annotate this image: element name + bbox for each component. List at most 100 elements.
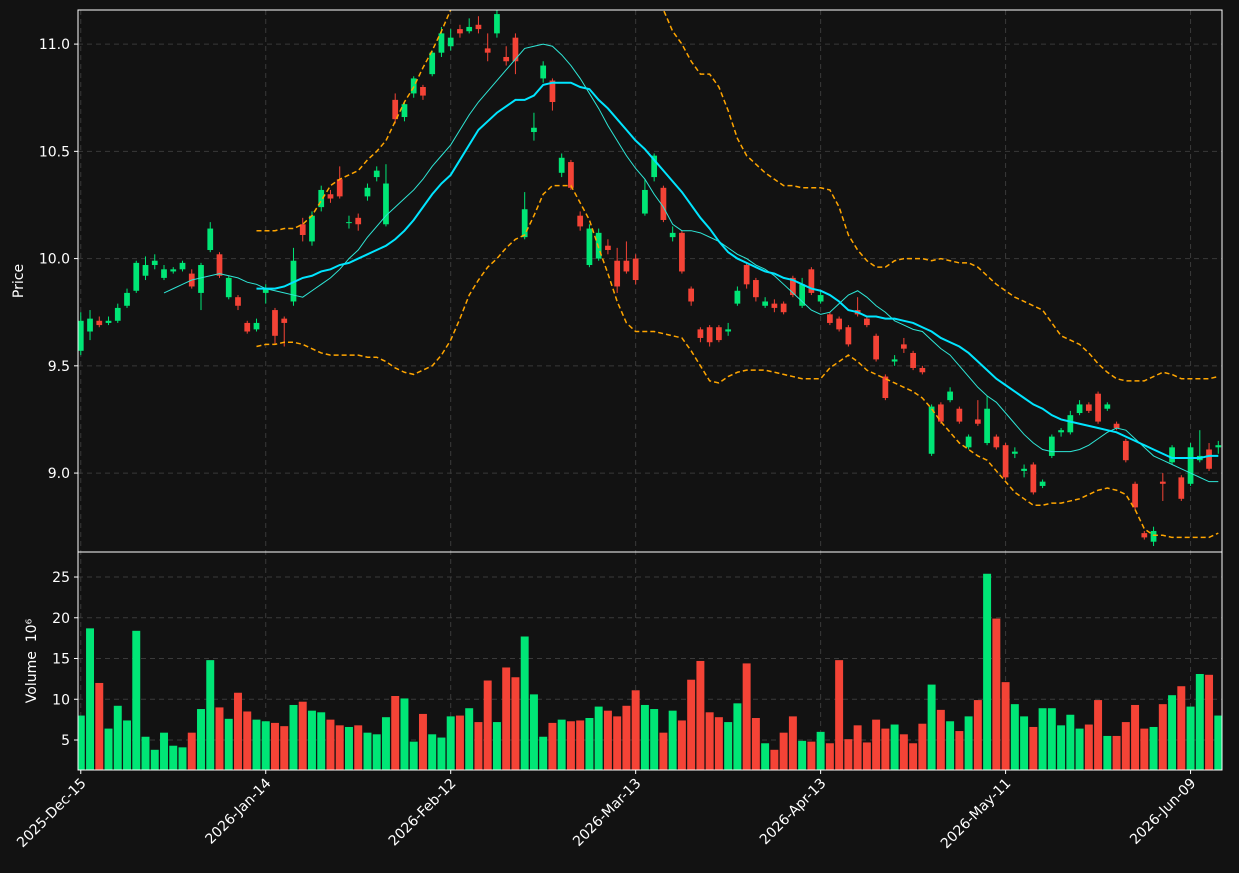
volume-bar bbox=[872, 719, 881, 770]
candle-body bbox=[373, 170, 380, 178]
volume-bar bbox=[594, 706, 603, 770]
volume-bar bbox=[1195, 673, 1204, 770]
candle-body bbox=[688, 288, 695, 302]
volume-bar bbox=[742, 663, 751, 770]
volume-bar bbox=[418, 713, 427, 770]
volume-bar bbox=[640, 704, 649, 770]
volume-bar bbox=[187, 732, 196, 770]
candle-body bbox=[1122, 440, 1129, 461]
candle-body bbox=[105, 320, 112, 323]
volume-bar bbox=[381, 717, 390, 770]
volume-bar bbox=[1158, 704, 1167, 770]
candle-body bbox=[281, 318, 288, 323]
candle-body bbox=[1058, 430, 1064, 433]
volume-bar bbox=[169, 745, 178, 770]
candle-body bbox=[873, 335, 879, 360]
volume-bar bbox=[428, 734, 437, 770]
candle-body bbox=[577, 215, 584, 227]
candle-body bbox=[318, 189, 325, 208]
volume-bar bbox=[539, 736, 548, 770]
candle-body bbox=[891, 359, 898, 362]
volume-bar bbox=[78, 715, 85, 770]
candle-body bbox=[438, 33, 445, 53]
volume-bar bbox=[86, 628, 94, 770]
volume-bar bbox=[354, 725, 363, 770]
volume-bar bbox=[687, 679, 696, 770]
candle-body bbox=[956, 408, 963, 422]
candle-body bbox=[937, 404, 944, 422]
volume-bar bbox=[585, 718, 594, 770]
candle-body bbox=[475, 24, 482, 30]
candle-body bbox=[78, 320, 84, 351]
candle-body bbox=[327, 194, 334, 199]
candle-body bbox=[845, 327, 852, 345]
candle-body bbox=[882, 376, 889, 399]
candle-body bbox=[947, 391, 953, 401]
candle-body bbox=[734, 290, 741, 304]
candle-body bbox=[993, 436, 1000, 448]
candle-body bbox=[364, 187, 371, 197]
candle-body bbox=[410, 78, 417, 94]
volume-frame bbox=[77, 551, 1223, 771]
volume-bar bbox=[696, 660, 705, 770]
overlay-line bbox=[256, 184, 1219, 539]
volume-bar bbox=[622, 705, 631, 770]
volume-bar bbox=[714, 717, 723, 770]
candle-body bbox=[494, 14, 500, 34]
y-tick-label: 10.5 bbox=[39, 144, 70, 160]
candle-body bbox=[531, 127, 537, 133]
volume-bar bbox=[1149, 726, 1158, 770]
candle-body bbox=[900, 344, 907, 349]
volume-bar bbox=[234, 692, 242, 770]
volume-bar bbox=[520, 636, 529, 770]
volume-bar bbox=[909, 743, 918, 770]
volume-bar bbox=[511, 677, 520, 770]
candle-body bbox=[1085, 404, 1092, 411]
candle-body bbox=[753, 280, 759, 298]
volume-bar bbox=[724, 722, 733, 770]
candle-body bbox=[1150, 530, 1157, 542]
volume-bar bbox=[1121, 722, 1130, 770]
volume-bar bbox=[603, 710, 612, 770]
candle-body bbox=[1076, 404, 1083, 414]
volume-bar bbox=[363, 732, 372, 770]
volume-bar bbox=[437, 737, 446, 770]
candle-body bbox=[170, 269, 177, 272]
volume-bar bbox=[631, 690, 640, 770]
volume-bar bbox=[733, 703, 742, 770]
volume-bar bbox=[807, 741, 816, 770]
candle-body bbox=[817, 295, 824, 302]
volume-bar bbox=[289, 704, 298, 770]
candle-body bbox=[558, 157, 565, 173]
candle-body bbox=[669, 232, 676, 238]
volume-bar bbox=[835, 660, 844, 770]
volume-bar bbox=[1214, 715, 1222, 770]
y-tick-label: 10 bbox=[52, 692, 70, 708]
candle-body bbox=[96, 320, 103, 326]
volume-bar bbox=[400, 698, 409, 770]
grid bbox=[78, 10, 1222, 770]
volume-bar bbox=[862, 742, 871, 770]
overlay-line bbox=[256, 81, 1219, 460]
candle-body bbox=[1187, 447, 1194, 484]
y-tick-label: 9.0 bbox=[48, 466, 70, 482]
overlay-line bbox=[256, 10, 1219, 382]
volume-bar bbox=[1084, 724, 1093, 770]
volume-bar bbox=[955, 731, 964, 770]
volume-bar bbox=[483, 680, 492, 770]
candle-body bbox=[1215, 445, 1222, 448]
candle-body bbox=[864, 318, 870, 326]
y-tick-label: 5 bbox=[61, 733, 70, 749]
volume-bar bbox=[252, 719, 261, 770]
candle-body bbox=[632, 258, 639, 281]
volume-bar bbox=[391, 696, 400, 770]
volume-bar bbox=[946, 721, 955, 770]
candle-body bbox=[568, 162, 574, 188]
volume-bar bbox=[825, 743, 834, 770]
candle-body bbox=[965, 436, 972, 448]
candle-body bbox=[780, 303, 787, 313]
volume-bar bbox=[1168, 695, 1177, 770]
price-axis-label: Price bbox=[11, 264, 27, 298]
volume-bar bbox=[983, 573, 992, 770]
candle-body bbox=[262, 288, 269, 293]
